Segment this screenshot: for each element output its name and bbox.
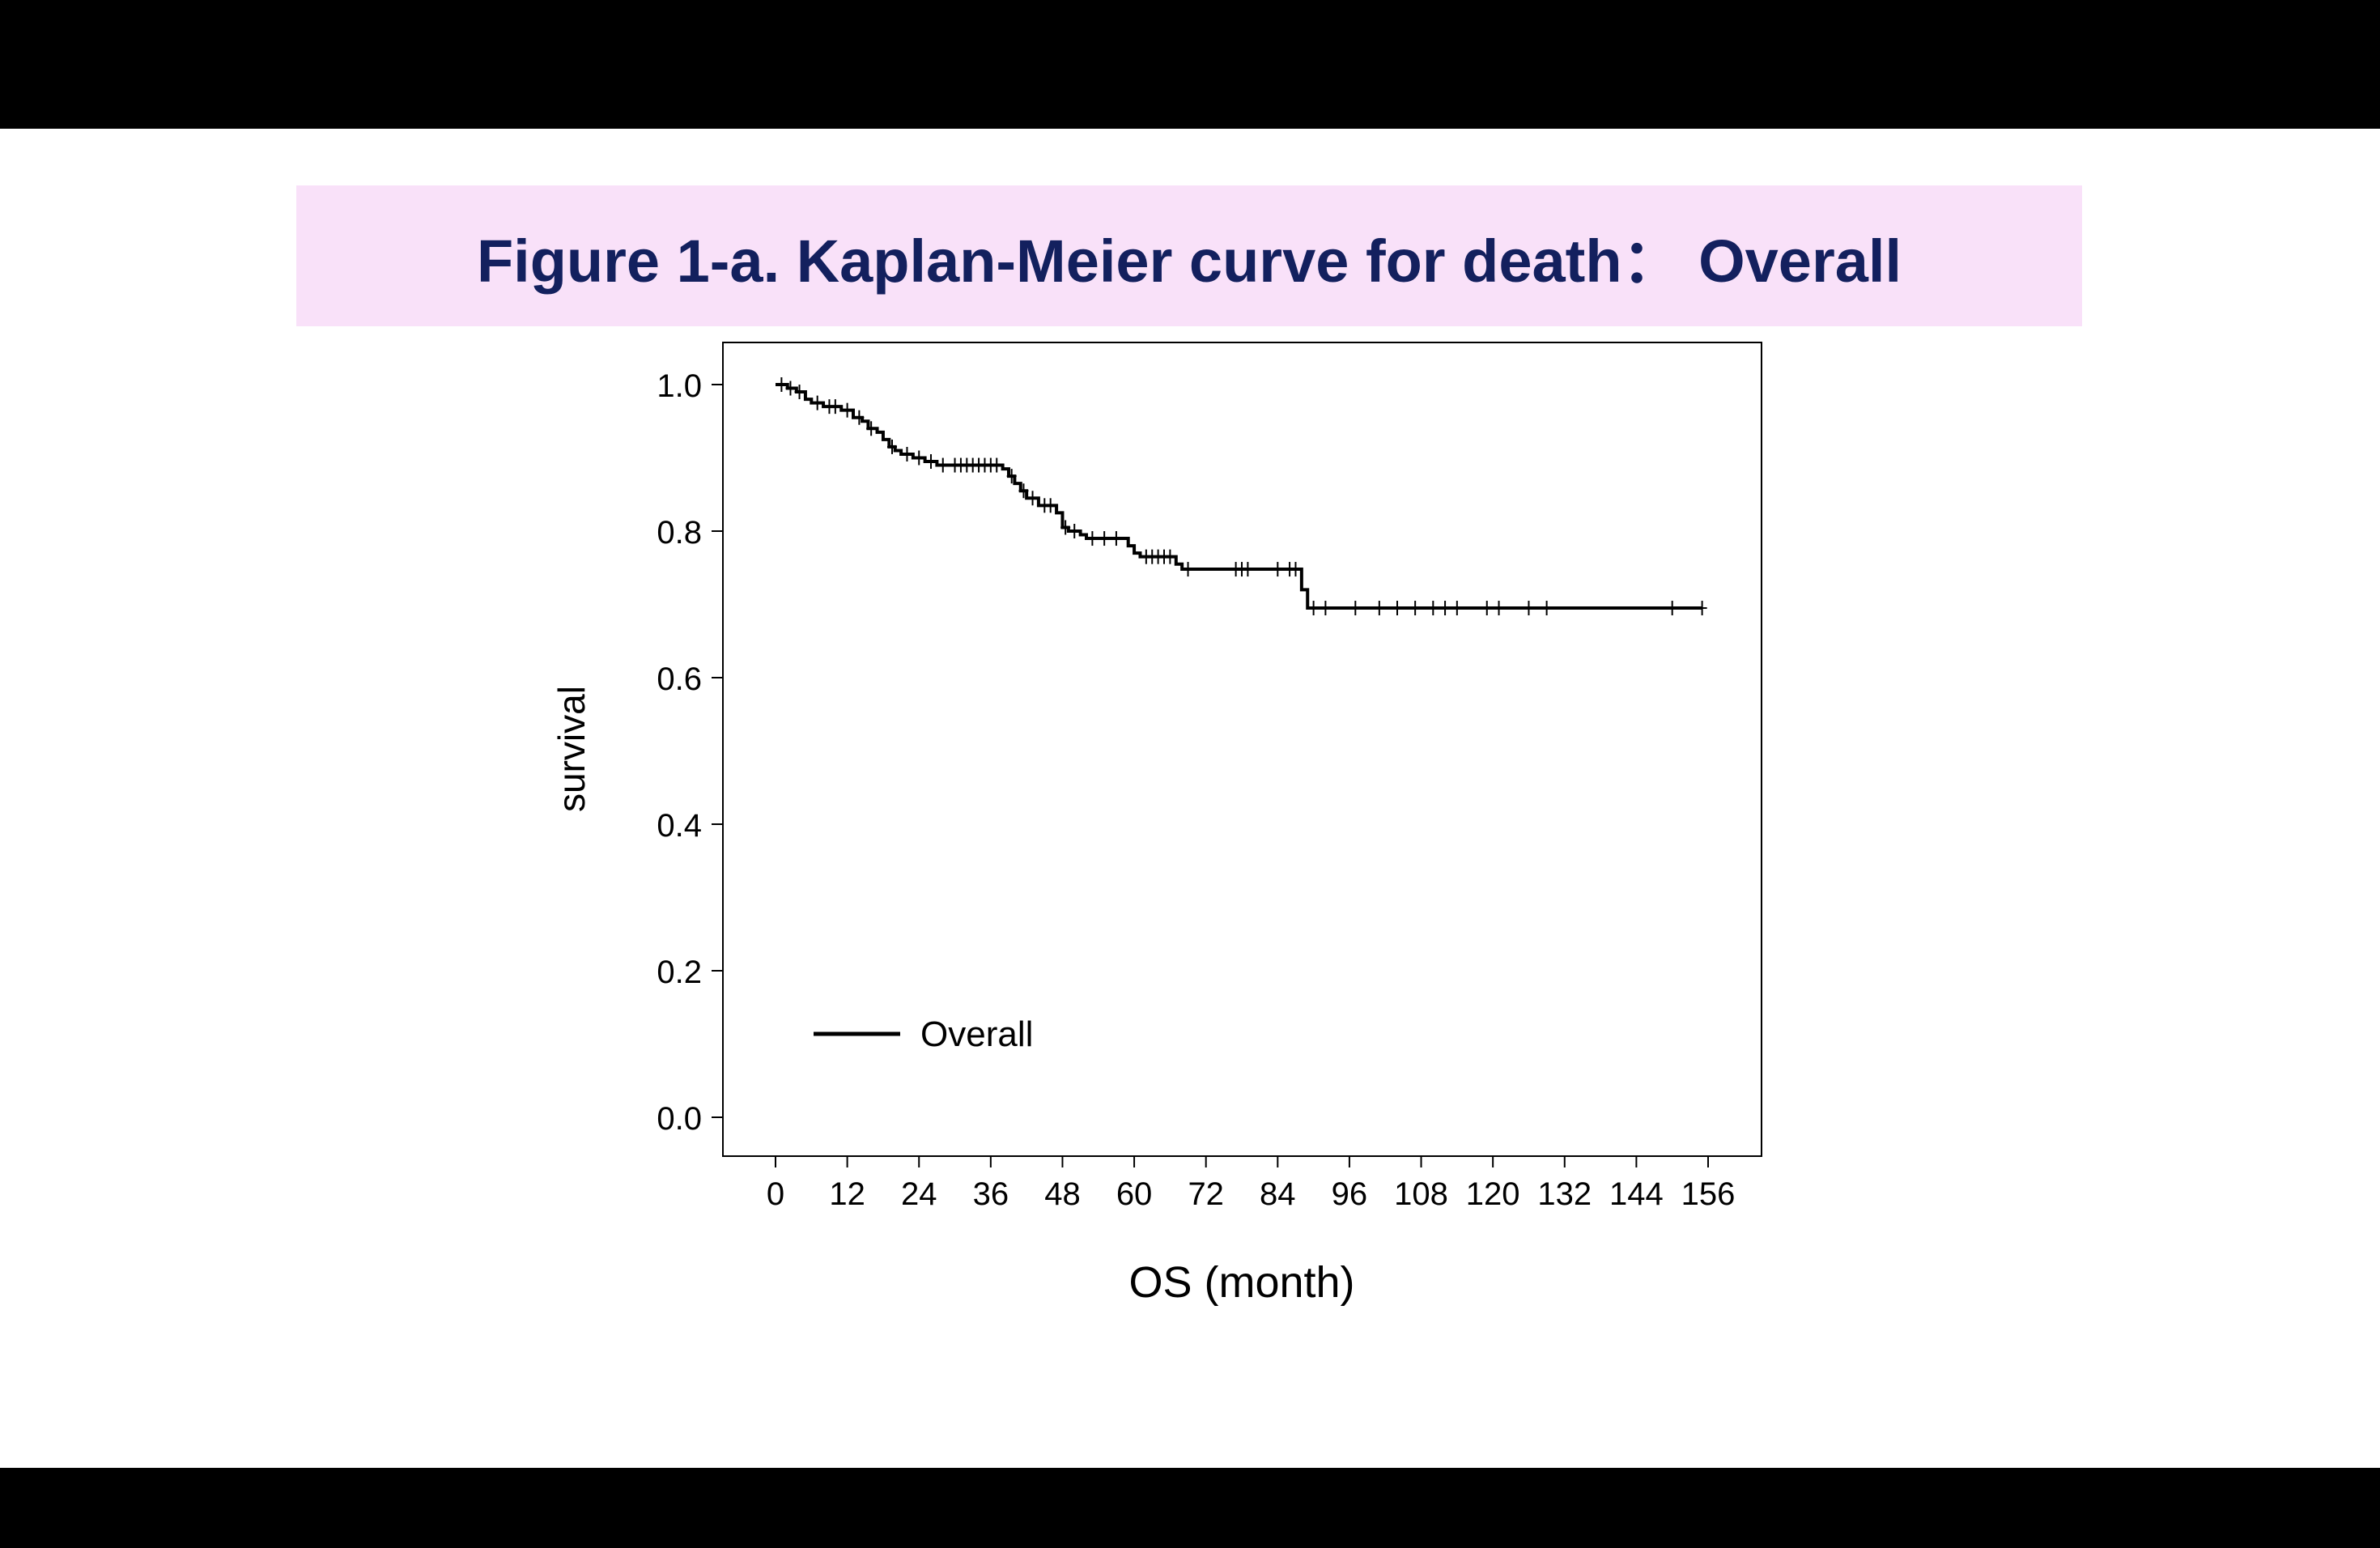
x-tick-label: 120	[1466, 1176, 1520, 1212]
censor-mark	[1027, 491, 1038, 506]
censor-mark	[887, 439, 897, 454]
censor-mark	[1060, 520, 1071, 535]
x-tick-label: 36	[973, 1176, 1009, 1212]
x-tick-label: 96	[1332, 1176, 1368, 1212]
censor-mark	[1308, 601, 1319, 616]
censor-mark	[776, 377, 787, 392]
censor-mark	[1111, 531, 1121, 546]
censor-mark	[937, 457, 948, 473]
censor-mark	[794, 385, 805, 400]
y-axis: 0.0 0.2 0.4 0.6 0.8 1.0	[657, 368, 723, 1137]
censor-mark	[842, 402, 852, 418]
x-tick-label: 60	[1116, 1176, 1153, 1212]
censor-mark	[914, 450, 924, 466]
x-tick-label: 84	[1260, 1176, 1296, 1212]
censor-mark	[1320, 601, 1331, 616]
slide: Figure 1-a. Kaplan-Meier curve for death…	[0, 129, 2380, 1468]
x-tick-label: 156	[1681, 1176, 1736, 1212]
censor-mark	[1243, 562, 1253, 577]
y-tick-label: 1.0	[657, 368, 702, 404]
censor-mark	[854, 410, 865, 425]
x-tick-label: 24	[901, 1176, 937, 1212]
censor-mark	[830, 399, 840, 415]
censor-mark	[1087, 531, 1098, 546]
censor-mark	[1524, 601, 1534, 616]
title-banner: Figure 1-a. Kaplan-Meier curve for death…	[296, 185, 2082, 326]
censor-mark	[1045, 498, 1056, 513]
y-tick-label: 0.4	[657, 808, 702, 844]
censor-mark	[1374, 601, 1384, 616]
censor-mark	[1697, 601, 1707, 616]
censor-mark	[812, 395, 822, 410]
x-axis-label: OS (month)	[1128, 1258, 1354, 1307]
censor-marks	[776, 377, 1707, 616]
censor-mark	[1165, 549, 1175, 564]
censor-mark	[1099, 531, 1110, 546]
y-tick-label: 0.8	[657, 515, 702, 551]
censor-mark	[1350, 601, 1361, 616]
y-tick-label: 0.0	[657, 1101, 702, 1137]
censor-mark	[1273, 562, 1283, 577]
censor-mark	[1018, 483, 1029, 499]
plot-frame	[722, 342, 1762, 1157]
censor-mark	[1494, 601, 1504, 616]
censor-mark	[1006, 469, 1017, 484]
censor-mark	[1440, 601, 1451, 616]
legend-label: Overall	[920, 1014, 1033, 1054]
y-tick-label: 0.2	[657, 955, 702, 990]
x-axis: 0 12 24 36 48 60 72 84 96 108 120 132 144 156	[767, 1156, 1736, 1212]
censor-mark	[1667, 601, 1677, 616]
censor-mark	[1451, 601, 1462, 616]
censor-mark	[1183, 562, 1193, 577]
x-tick-label: 132	[1537, 1176, 1592, 1212]
x-tick-label: 48	[1044, 1176, 1081, 1212]
censor-mark	[992, 457, 1002, 473]
x-tick-label: 144	[1609, 1176, 1664, 1212]
censor-mark	[866, 421, 877, 436]
censor-mark	[1410, 601, 1421, 616]
x-tick-label: 12	[829, 1176, 865, 1212]
x-tick-label: 0	[767, 1176, 784, 1212]
censor-mark	[902, 446, 912, 461]
censor-mark	[1290, 562, 1301, 577]
censor-mark	[926, 454, 936, 470]
survival-curve-overall	[776, 383, 1702, 610]
censor-mark	[1428, 601, 1439, 616]
x-tick-label: 108	[1394, 1176, 1448, 1212]
censor-mark	[1541, 601, 1552, 616]
censor-mark	[1392, 601, 1402, 616]
y-axis-label: survival	[550, 686, 593, 812]
y-tick-label: 0.6	[657, 661, 702, 697]
censor-mark	[785, 381, 796, 396]
page-title: Figure 1-a. Kaplan-Meier curve for death…	[476, 227, 1902, 295]
series-layer	[776, 383, 1702, 610]
censor-mark	[1481, 601, 1492, 616]
censor-mark	[1069, 524, 1080, 538]
x-tick-label: 72	[1188, 1176, 1224, 1212]
